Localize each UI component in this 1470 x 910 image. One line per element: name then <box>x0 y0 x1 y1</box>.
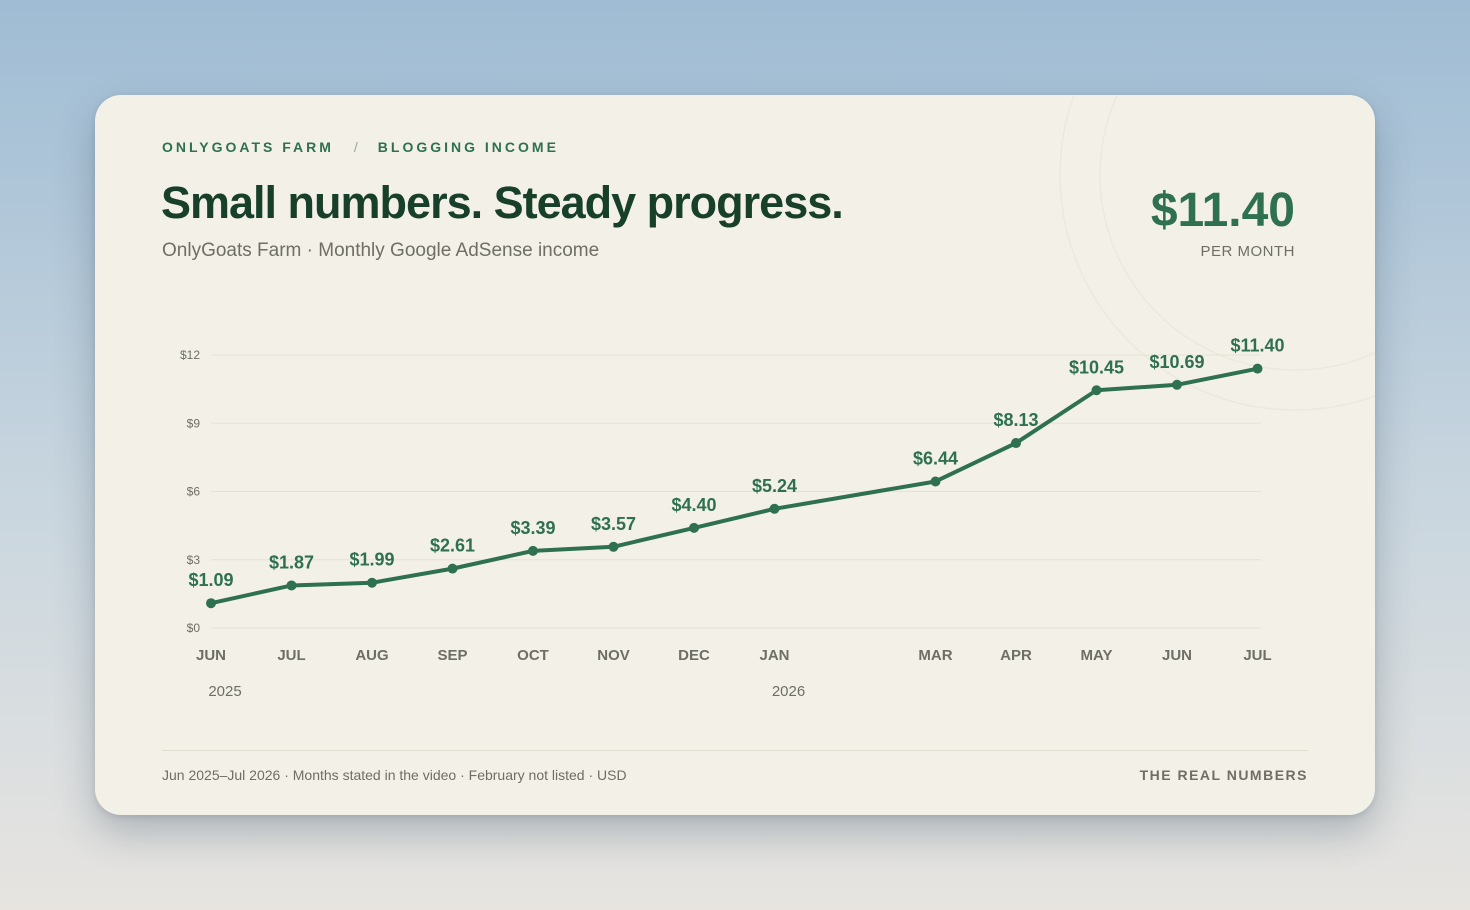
page-subtitle: OnlyGoats Farm · Monthly Google AdSense … <box>162 240 600 261</box>
breadcrumb: ONLYGOATS FARM / BLOGGING INCOME <box>162 139 559 155</box>
kpi-label: PER MONTH <box>1200 243 1295 260</box>
y-tick-label: $0 <box>187 621 201 635</box>
x-tick-label: SEP <box>437 647 467 664</box>
breadcrumb-separator: / <box>353 139 358 155</box>
y-tick-label: $6 <box>187 485 201 499</box>
y-tick-label: $12 <box>180 348 200 362</box>
footer-note: Jun 2025–Jul 2026 · Months stated in the… <box>162 767 627 783</box>
year-label: 2026 <box>772 683 805 700</box>
data-value-label: $11.40 <box>1230 336 1284 356</box>
x-tick-label: JUN <box>196 647 226 664</box>
data-point <box>1252 363 1263 374</box>
x-tick-label: MAY <box>1081 647 1113 664</box>
x-tick-label: JUL <box>1243 647 1271 664</box>
data-value-label: $1.87 <box>269 552 314 572</box>
data-point <box>608 541 619 552</box>
footer-signature: THE REAL NUMBERS <box>1139 767 1308 783</box>
income-card: ONLYGOATS FARM / BLOGGING INCOME Small num… <box>95 95 1375 815</box>
x-tick-label: NOV <box>597 647 630 664</box>
data-point <box>689 522 699 533</box>
data-point <box>528 545 538 556</box>
x-tick-label: AUG <box>355 647 388 664</box>
data-value-label: $4.40 <box>671 495 716 515</box>
x-tick-label: DEC <box>678 647 710 664</box>
data-value-label: $10.45 <box>1069 357 1124 377</box>
income-line-chart: $0 $3 $6 $9 $12 $1.09 JUN $1.87 JUL $1.99 AUG $2.61… <box>180 336 1285 700</box>
y-tick-label: $3 <box>187 553 201 567</box>
data-value-label: $1.99 <box>349 550 394 570</box>
data-point <box>930 476 941 487</box>
data-value-label: $2.61 <box>430 536 475 556</box>
y-tick-label: $9 <box>187 416 201 430</box>
data-point <box>286 580 297 591</box>
x-tick-label: JUL <box>277 647 305 664</box>
breadcrumb-section: BLOGGING INCOME <box>377 139 559 155</box>
x-tick-label: JAN <box>759 647 789 664</box>
data-value-label: $1.09 <box>188 570 233 590</box>
data-point <box>206 598 216 609</box>
data-value-label: $5.24 <box>752 476 797 496</box>
data-value-label: $3.39 <box>510 518 555 538</box>
kpi-value: $11.40 <box>1150 184 1295 237</box>
x-tick-label: APR <box>1000 647 1032 664</box>
footer-divider <box>162 750 1308 751</box>
data-point <box>1011 438 1021 449</box>
data-point <box>447 563 458 574</box>
data-value-label: $3.57 <box>591 514 636 534</box>
x-tick-label: MAR <box>918 647 952 664</box>
breadcrumb-brand: ONLYGOATS FARM <box>162 139 334 155</box>
x-tick-label: OCT <box>517 647 549 664</box>
data-value-label: $6.44 <box>913 448 958 468</box>
data-value-label: $10.69 <box>1149 352 1204 372</box>
page-title: Small numbers. Steady progress. <box>161 177 844 228</box>
x-tick-label: JUN <box>1162 647 1192 664</box>
data-point <box>1091 385 1102 396</box>
data-point <box>769 503 780 514</box>
data-point <box>367 577 377 588</box>
data-point <box>1172 379 1182 390</box>
year-label: 2025 <box>208 683 241 700</box>
data-value-label: $8.13 <box>993 410 1038 430</box>
